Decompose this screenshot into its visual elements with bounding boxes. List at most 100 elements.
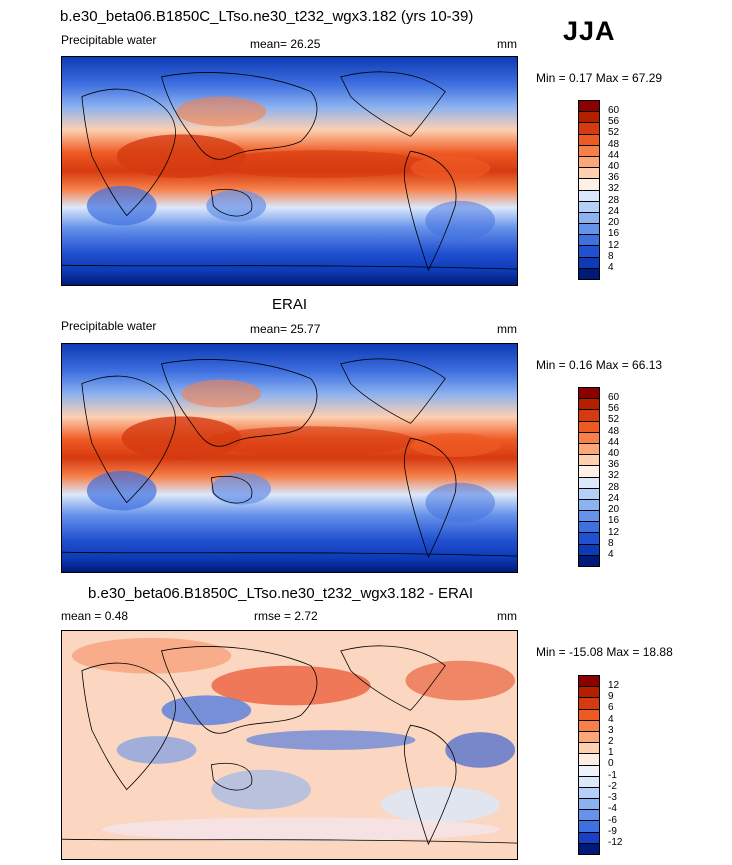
panel-3-colorbar-tick: -6 xyxy=(608,815,617,826)
panel-2-colorbar-tick: 56 xyxy=(608,403,620,414)
panel-1-coastlines xyxy=(62,71,517,272)
panel-1-colorbar-swatch xyxy=(579,224,599,236)
panel-3-colorbar-tick: 2 xyxy=(608,736,614,747)
panel-2-colorbar xyxy=(578,387,600,567)
panel-2-colorbar-swatch xyxy=(579,388,599,400)
panel-2-map xyxy=(61,343,518,573)
panel-2-colorbar-tick: 40 xyxy=(608,448,620,459)
panel-3-colorbar-tick: 9 xyxy=(608,691,614,702)
panel-3-colorbar-swatch xyxy=(579,754,599,766)
panel-3-colorbar-tick: 1 xyxy=(608,747,614,758)
panel-3-colorbar-swatch xyxy=(579,832,599,844)
panel-2-colorbar-swatch xyxy=(579,421,599,433)
panel-1-colorbar-swatch xyxy=(579,201,599,213)
panel-2-colorbar-tick: 48 xyxy=(608,426,620,437)
panel-3-colorbar-swatch xyxy=(579,821,599,833)
panel-1-colorbar-swatch xyxy=(579,268,599,279)
panel-1-colorbar-swatch xyxy=(579,101,599,113)
panel-2-colorbar-swatch xyxy=(579,399,599,411)
panel-2-colorbar-swatch xyxy=(579,522,599,534)
panel-2-variable-label: Precipitable water xyxy=(61,319,157,333)
panel-3-colorbar-swatch xyxy=(579,843,599,854)
panel-2-mean-label: mean= 25.77 xyxy=(250,322,321,336)
panel-1-colorbar-tick: 16 xyxy=(608,228,620,239)
panel-3-colorbar-tick: 4 xyxy=(608,714,614,725)
panel-2-minmax: Min = 0.16 Max = 66.13 xyxy=(536,358,663,372)
panel-1-colorbar-tick: 36 xyxy=(608,172,620,183)
panel-3-colorbar-swatch xyxy=(579,810,599,822)
panel-2-colorbar-tick: 16 xyxy=(608,515,620,526)
panel-1-title: b.e30_beta06.B1850C_LTso.ne30_t232_wgx3.… xyxy=(60,8,474,25)
panel-2-map-canvas xyxy=(62,344,517,572)
panel-3-colorbar-swatch xyxy=(579,709,599,721)
panel-1-variable-label: Precipitable water xyxy=(61,33,157,47)
panel-3-colorbar-swatch xyxy=(579,776,599,788)
panel-1-colorbar-tick: 24 xyxy=(608,206,620,217)
panel-1-colorbar-tick: 52 xyxy=(608,127,620,138)
panel-1-colorbar-swatch xyxy=(579,257,599,269)
panel-2-colorbar-tick: 20 xyxy=(608,504,620,515)
panel-3-coastlines xyxy=(62,645,517,846)
panel-2-colorbar-tick: 60 xyxy=(608,392,620,403)
panel-2-colorbar-tick: 52 xyxy=(608,414,620,425)
panel-3-colorbar-swatch xyxy=(579,698,599,710)
panel-3-colorbar-tick: -1 xyxy=(608,770,617,781)
panel-3-title: b.e30_beta06.B1850C_LTso.ne30_t232_wgx3.… xyxy=(88,585,474,602)
panel-1-colorbar-tick: 40 xyxy=(608,161,620,172)
panel-2-colorbar-swatch xyxy=(579,533,599,545)
panel-1-map xyxy=(61,56,518,286)
panel-1-colorbar-tick: 32 xyxy=(608,183,620,194)
panel-1-colorbar-tick: 4 xyxy=(608,262,614,273)
panel-1-colorbar-swatch xyxy=(579,246,599,258)
panel-1-minmax: Min = 0.17 Max = 67.29 xyxy=(536,71,663,85)
panel-3-colorbar-swatch xyxy=(579,765,599,777)
panel-2-units: mm xyxy=(497,322,517,336)
panel-1-mean-label: mean= 26.25 xyxy=(250,37,321,51)
panel-3-colorbar-tick: 3 xyxy=(608,725,614,736)
panel-1-colorbar-tick: 48 xyxy=(608,139,620,150)
season-label: JJA xyxy=(563,16,616,46)
panel-1-colorbar-tick: 44 xyxy=(608,150,620,161)
panel-1-map-canvas xyxy=(62,57,517,285)
panel-2-colorbar-swatch xyxy=(579,443,599,456)
panel-3-colorbar-tick: -4 xyxy=(608,803,617,814)
panel-2-title: ERAI xyxy=(272,296,308,313)
panel-2-colorbar-tick: 36 xyxy=(608,459,620,470)
panel-2-coastlines xyxy=(62,358,517,559)
panel-3-colorbar-tick: 12 xyxy=(608,680,620,691)
panel-1-units: mm xyxy=(497,37,517,51)
panel-3-colorbar-tick: -3 xyxy=(608,792,617,803)
panel-1-colorbar-tick: 12 xyxy=(608,240,620,251)
panel-2-colorbar-swatch xyxy=(579,455,599,467)
panel-2-colorbar-tick: 8 xyxy=(608,538,614,549)
panel-3-colorbar-swatch xyxy=(579,687,599,699)
panel-1-colorbar xyxy=(578,100,600,280)
panel-2-colorbar-swatch xyxy=(579,544,599,556)
panel-1-colorbar-tick: 56 xyxy=(608,116,620,127)
panel-1-colorbar-swatch xyxy=(579,134,599,146)
panel-1-colorbar-swatch xyxy=(579,156,599,169)
panel-1-colorbar-swatch xyxy=(579,145,599,157)
panel-1-colorbar-swatch xyxy=(579,112,599,124)
panel-3-mean-label: mean = 0.48 xyxy=(61,609,129,623)
panel-1-colorbar-swatch xyxy=(579,123,599,135)
panel-3-colorbar-swatch xyxy=(579,720,599,732)
panel-3-colorbar-swatch xyxy=(579,731,599,744)
panel-2-colorbar-tick: 44 xyxy=(608,437,620,448)
panel-2-colorbar-swatch xyxy=(579,488,599,500)
panel-3-colorbar-tick: -12 xyxy=(608,837,623,848)
panel-3-colorbar-swatch xyxy=(579,787,599,800)
panel-1-colorbar-tick: 28 xyxy=(608,195,620,206)
panel-3-rmse-label: rmse = 2.72 xyxy=(254,609,318,623)
panel-1-colorbar-swatch xyxy=(579,235,599,247)
panel-3-colorbar-swatch xyxy=(579,799,599,811)
panel-3-colorbar xyxy=(578,675,600,855)
panel-1-colorbar-tick: 8 xyxy=(608,251,614,262)
panel-2-colorbar-swatch xyxy=(579,499,599,512)
panel-1-colorbar-tick: 20 xyxy=(608,217,620,228)
panel-1-colorbar-swatch xyxy=(579,168,599,180)
panel-2-colorbar-swatch xyxy=(579,410,599,422)
panel-2-colorbar-tick: 24 xyxy=(608,493,620,504)
panel-3-minmax: Min = -15.08 Max = 18.88 xyxy=(536,645,673,659)
panel-2-colorbar-tick: 12 xyxy=(608,527,620,538)
